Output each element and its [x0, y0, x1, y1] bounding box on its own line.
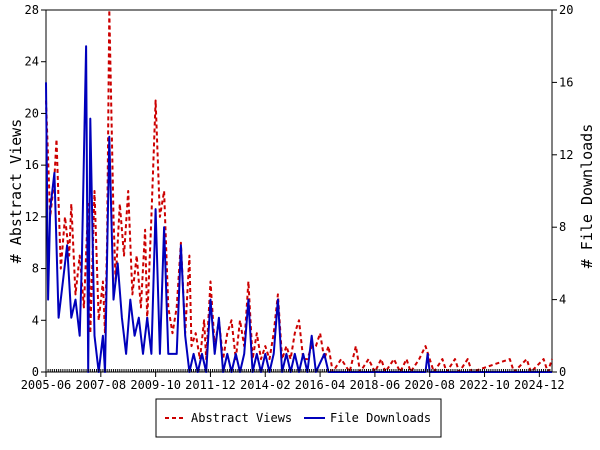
x-axis-ticks: 2005-06 2007-08 2009-10 2011-12 2014-02 2016-…: [21, 372, 565, 392]
x-tick-label: 2007-08: [76, 378, 127, 392]
x-tick-label: 2005-06: [21, 378, 72, 392]
legend-label-abstract-views: Abstract Views: [191, 411, 292, 425]
x-minor-ticks: [45, 369, 553, 372]
series-line-file-downloads: [45, 45, 552, 373]
x-tick-label: 2009-10: [130, 378, 181, 392]
legend-box: [155, 398, 442, 438]
series-layer: [45, 9, 553, 373]
right-y-tick-label: 16: [559, 75, 573, 89]
right-axis-ticks: 0 4 8 12 16 20: [552, 3, 573, 379]
right-y-tick-label: 0: [559, 365, 566, 379]
legend: Abstract Views File Downloads: [155, 398, 442, 438]
left-y-tick-label: 28: [25, 3, 39, 17]
left-axis-ticks: 0 4 8 12 16 20 24 28: [25, 3, 46, 379]
x-tick-label: 2011-12: [185, 378, 236, 392]
right-y-tick-label: 8: [559, 220, 566, 234]
x-tick-label: 2020-08: [404, 378, 455, 392]
legend-label-file-downloads: File Downloads: [330, 411, 431, 425]
left-axis-title: # Abstract Views: [7, 119, 25, 264]
left-y-tick-label: 16: [25, 158, 39, 172]
right-y-tick-label: 20: [559, 3, 573, 17]
right-y-tick-label: 12: [559, 148, 573, 162]
x-tick-label: 2022-10: [459, 378, 510, 392]
left-y-tick-label: 0: [32, 365, 39, 379]
x-tick-label: 2024-12: [514, 378, 565, 392]
left-y-tick-label: 24: [25, 55, 39, 69]
x-tick-label: 2014-02: [240, 378, 291, 392]
left-y-tick-label: 8: [32, 262, 39, 276]
right-axis-title: # File Downloads: [578, 124, 596, 269]
left-y-tick-label: 4: [32, 313, 39, 327]
x-tick-label: 2016-04: [295, 378, 346, 392]
right-y-tick-label: 4: [559, 293, 566, 307]
left-y-tick-label: 20: [25, 106, 39, 120]
x-tick-label: 2018-06: [350, 378, 401, 392]
left-y-tick-label: 12: [25, 210, 39, 224]
